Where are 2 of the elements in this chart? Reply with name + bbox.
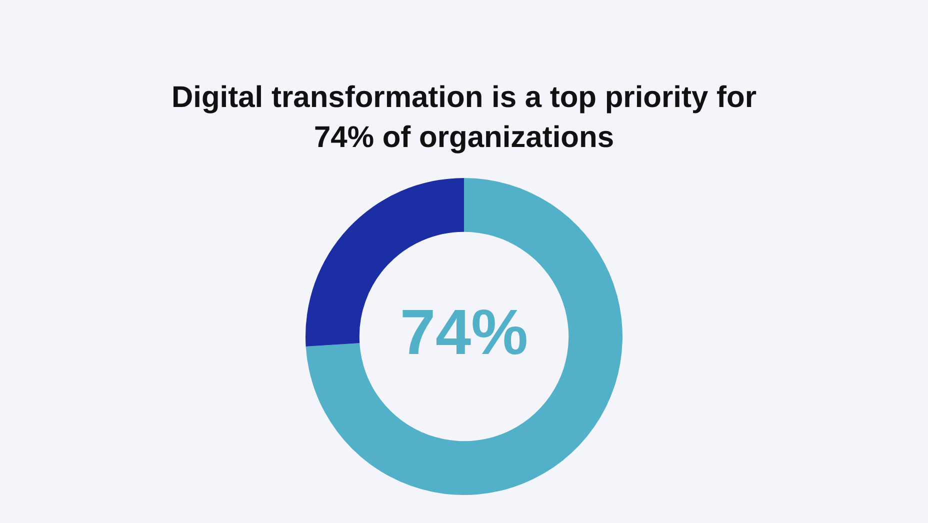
chart-title: Digital transformation is a top priority for 74% of organizations xyxy=(170,80,758,156)
data-label: 74% xyxy=(400,296,528,368)
